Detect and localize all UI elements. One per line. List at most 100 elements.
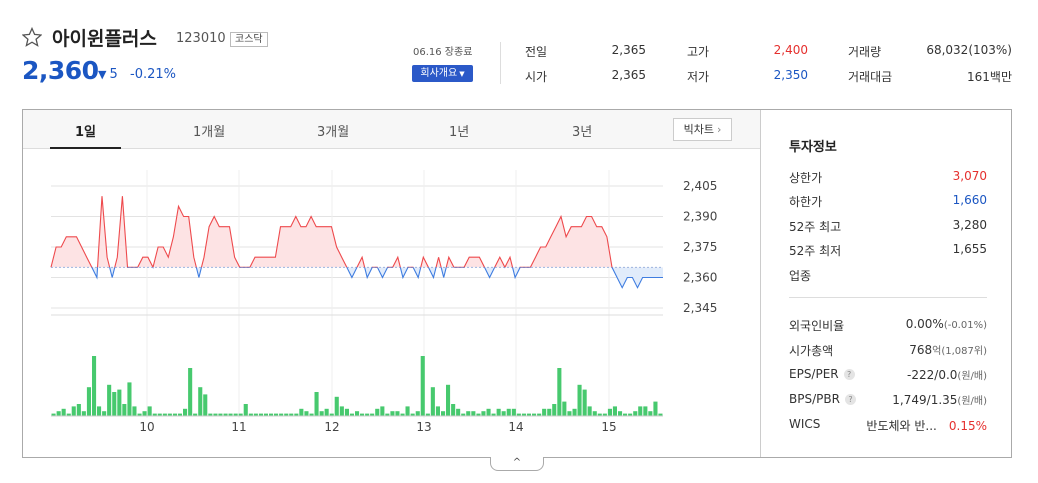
stock-header: 아이윈플러스 123010 코스닥 2,360 ▼ 5 -0.21% 06.16 … — [0, 0, 1038, 105]
volume-bar — [375, 408, 380, 416]
market-badge: 코스닥 — [230, 32, 268, 47]
volume-bar — [279, 413, 284, 416]
volume-bar — [132, 406, 137, 416]
market-status-date: 06.16 장종료 — [413, 47, 473, 58]
volume-bar — [506, 408, 511, 416]
investment-row: 52주 최저 1,655 — [789, 242, 987, 259]
volume-bar — [415, 411, 420, 416]
investment-value: 3,070 — [952, 169, 987, 183]
investment-row: 업종 — [789, 267, 987, 284]
y-tick-label: 2,390 — [683, 210, 717, 224]
volume-bar — [451, 404, 456, 416]
y-tick-label: 2,405 — [683, 179, 717, 193]
volume-bar — [532, 413, 537, 416]
volume-bar — [76, 404, 81, 416]
volume-bar — [177, 413, 182, 416]
price-chart: 2,405 2,390 2,375 2,360 2,345 10 11 12 13 14 15 — [50, 170, 717, 434]
volume-bar — [643, 406, 648, 416]
volume-bar — [137, 413, 142, 416]
summary-value-amount: 161백만 — [967, 70, 1012, 84]
volume-bar — [496, 408, 501, 416]
active-tab-indicator — [50, 147, 121, 149]
volume-bar — [258, 413, 263, 416]
tab-1month[interactable]: 1개월 — [193, 125, 226, 140]
volume-bar — [172, 413, 177, 416]
summary-label-prev: 전일 — [525, 45, 548, 59]
chevron-right-icon: › — [716, 123, 722, 136]
volume-bar — [162, 413, 167, 416]
volume-bar — [122, 404, 127, 416]
volume-bar — [648, 411, 653, 416]
volume-bar — [435, 406, 440, 416]
volume-bar — [547, 408, 552, 416]
investment-row: BPS/PBR? 1,749/1.35(원/배) — [789, 392, 987, 407]
volume-bar — [198, 387, 203, 416]
volume-bar — [430, 387, 435, 416]
investment-row: 하한가 1,660 — [789, 193, 987, 210]
investment-value: 1,660 — [952, 193, 987, 207]
volume-bar — [86, 387, 91, 416]
investment-row: 시가총액 768억(1,087위) — [789, 342, 987, 359]
tab-1day[interactable]: 1일 — [75, 125, 97, 140]
investment-row: WICS 반도체와 반... 0.15% — [789, 417, 987, 433]
investment-sub: 0.15% — [948, 419, 987, 433]
investment-row: EPS/PER? -222/0.0(원/배) — [789, 367, 987, 382]
investment-sub: 억(1,087위) — [932, 346, 987, 357]
volume-bar — [516, 413, 521, 416]
volume-bar — [628, 413, 633, 416]
volume-bar — [597, 413, 602, 416]
investment-info-panel: 투자정보 상한가 3,070 하한가 1,660 52주 최고 3,280 52주 최저 1,… — [760, 110, 1011, 457]
volume-bar — [243, 404, 248, 416]
summary-label-volume: 거래량 — [848, 45, 882, 59]
collapse-button[interactable]: ^ — [490, 457, 544, 471]
investment-label: 외국인비율 — [789, 319, 845, 333]
volume-bar — [612, 406, 617, 416]
volume-bar — [112, 392, 117, 416]
volume-bar — [193, 413, 198, 416]
volume-bar — [441, 411, 446, 416]
investment-value: 1,749/1.35 — [892, 393, 958, 407]
investment-sub: (원/배) — [957, 396, 987, 407]
volume-bar — [61, 408, 66, 416]
volume-bar — [309, 413, 314, 416]
volume-bar — [410, 413, 415, 416]
tab-1year[interactable]: 1년 — [449, 125, 470, 140]
big-chart-label: 빅차트 — [683, 123, 714, 136]
company-overview-button[interactable]: 회사개요 ▼ — [412, 65, 473, 82]
volume-bar — [577, 384, 582, 416]
volume-bar — [97, 406, 102, 416]
volume-bar — [633, 411, 638, 416]
investment-label: 시가총액 — [789, 344, 834, 358]
volume-bar — [51, 413, 56, 416]
volume-bar — [542, 408, 547, 416]
volume-bar — [299, 408, 304, 416]
tab-3year[interactable]: 3년 — [572, 125, 593, 140]
volume-bar — [385, 413, 390, 416]
volume-bar — [491, 413, 496, 416]
volume-bar — [380, 406, 385, 416]
volume-bar — [420, 356, 425, 416]
volume-bar — [349, 413, 354, 416]
volume-bar — [481, 411, 486, 416]
chart-panel: 1일 1개월 3개월 1년 3년 빅차트 › 2,405 2,390 2,375 2,3… — [22, 109, 1012, 458]
help-icon[interactable]: ? — [843, 369, 855, 380]
volume-bar — [471, 411, 476, 416]
x-tick-label: 15 — [601, 420, 616, 434]
big-chart-button[interactable]: 빅차트 › — [673, 118, 732, 141]
volume-bar — [339, 406, 344, 416]
volume-bar — [274, 413, 279, 416]
volume-bar — [537, 413, 542, 416]
volume-bar — [653, 401, 658, 416]
investment-value: 1,655 — [952, 242, 987, 256]
tab-3month[interactable]: 3개월 — [317, 125, 350, 140]
volume-bar — [248, 413, 253, 416]
volume-bar — [456, 408, 461, 416]
x-tick-label: 11 — [231, 420, 246, 434]
volume-bar — [233, 413, 238, 416]
star-outline-icon[interactable] — [22, 27, 42, 47]
volume-bar — [557, 368, 562, 416]
summary-label-open: 시가 — [525, 70, 548, 84]
help-icon[interactable]: ? — [844, 394, 856, 405]
volume-bar — [66, 413, 71, 416]
y-tick-label: 2,345 — [683, 301, 717, 315]
